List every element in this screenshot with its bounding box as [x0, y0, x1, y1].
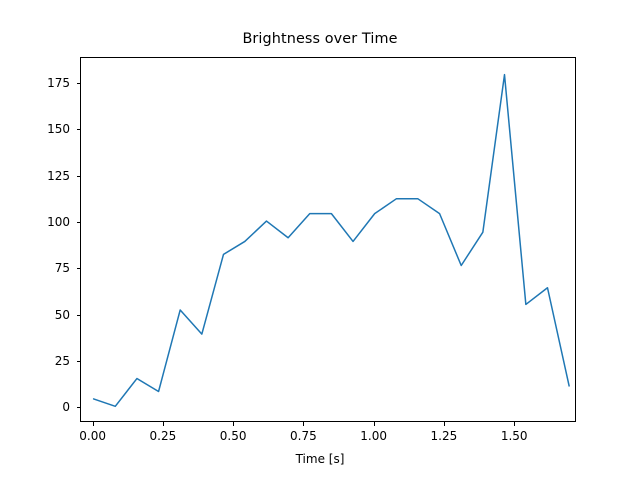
x-tick-label: 0.25 [149, 429, 177, 443]
y-tick-label: 75 [54, 261, 70, 276]
y-tick-mark [76, 221, 80, 223]
y-tick-label: 125 [47, 168, 70, 183]
x-tick-label: 0.50 [219, 429, 247, 443]
y-tick-label: 0 [62, 400, 70, 415]
y-tick-mark [76, 360, 80, 362]
chart-title: Brightness over Time [242, 31, 398, 47]
x-tick-mark [303, 422, 305, 426]
line-series-svg [92, 73, 570, 408]
y-tick-mark [76, 82, 80, 84]
y-tick-label: 25 [54, 353, 70, 368]
x-tick-mark [373, 422, 375, 426]
x-tick-label: 1.50 [500, 429, 528, 443]
x-tick-mark [162, 422, 164, 426]
y-tick-mark [76, 129, 80, 131]
x-tick-mark [92, 422, 94, 426]
y-tick-mark [76, 314, 80, 316]
x-tick-label: 0.75 [290, 429, 317, 443]
y-tick-mark [76, 268, 80, 270]
y-tick-label: 50 [54, 307, 70, 322]
x-axis-label: Time [s] [295, 452, 345, 466]
y-tick-mark [76, 175, 80, 177]
x-tick-label: 1.25 [430, 429, 458, 443]
x-tick-label: 1.00 [360, 429, 388, 443]
brightness-line [92, 73, 570, 408]
y-tick-mark [76, 407, 80, 409]
y-tick-label: 150 [47, 122, 70, 137]
plot-area [80, 57, 576, 422]
y-tick-label: 175 [47, 75, 70, 90]
x-tick-mark [514, 422, 516, 426]
y-tick-label: 100 [47, 214, 70, 229]
x-tick-mark [233, 422, 235, 426]
x-tick-mark [443, 422, 445, 426]
x-tick-label: 0.00 [79, 429, 106, 443]
